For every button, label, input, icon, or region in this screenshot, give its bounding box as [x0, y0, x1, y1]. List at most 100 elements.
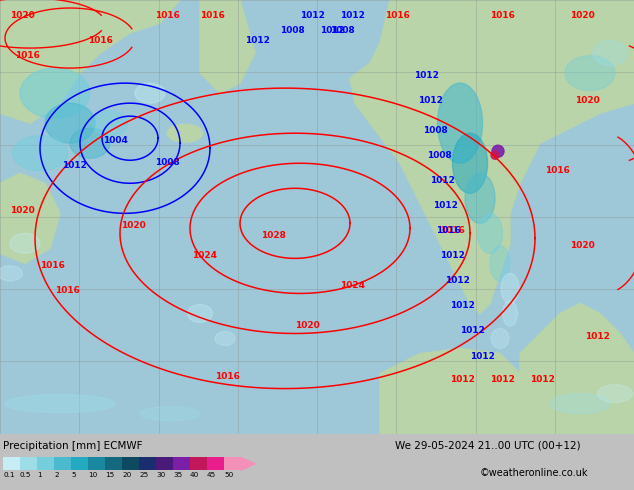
Text: 1024: 1024 — [192, 251, 217, 260]
Ellipse shape — [491, 328, 509, 348]
Text: 1: 1 — [37, 472, 42, 478]
Text: 1012: 1012 — [433, 201, 458, 210]
Text: 1020: 1020 — [121, 221, 146, 230]
Bar — [156, 457, 173, 470]
Ellipse shape — [13, 136, 67, 171]
Text: ©weatheronline.co.uk: ©weatheronline.co.uk — [480, 468, 588, 478]
Text: 1012: 1012 — [300, 11, 325, 20]
Text: 25: 25 — [139, 472, 148, 478]
Ellipse shape — [20, 68, 90, 118]
Ellipse shape — [10, 233, 40, 253]
Ellipse shape — [93, 111, 127, 136]
Text: 1012: 1012 — [414, 71, 439, 80]
Text: 1016: 1016 — [215, 371, 240, 381]
Polygon shape — [350, 0, 634, 314]
Bar — [139, 457, 156, 470]
Ellipse shape — [140, 407, 200, 420]
Text: 30: 30 — [156, 472, 165, 478]
Bar — [105, 457, 122, 470]
Text: 1016: 1016 — [545, 166, 570, 175]
Text: 1016: 1016 — [440, 226, 465, 235]
Text: 1008: 1008 — [330, 26, 355, 35]
Text: 1016: 1016 — [155, 11, 180, 20]
Text: 1008: 1008 — [155, 158, 180, 167]
Ellipse shape — [490, 246, 510, 281]
Ellipse shape — [503, 301, 517, 326]
Text: 1012: 1012 — [450, 374, 475, 384]
Ellipse shape — [167, 124, 202, 142]
Text: 1016: 1016 — [490, 11, 515, 20]
Text: 1012: 1012 — [62, 161, 87, 170]
Ellipse shape — [491, 151, 499, 159]
Text: 1012: 1012 — [470, 351, 495, 361]
Ellipse shape — [188, 304, 212, 322]
Bar — [20, 457, 37, 470]
Text: 45: 45 — [207, 472, 216, 478]
Text: 1012: 1012 — [245, 36, 270, 45]
Bar — [54, 457, 71, 470]
Text: Precipitation [mm] ECMWF: Precipitation [mm] ECMWF — [3, 441, 143, 451]
Text: 1020: 1020 — [570, 11, 595, 20]
Ellipse shape — [453, 133, 488, 193]
Polygon shape — [200, 0, 255, 93]
Text: 40: 40 — [190, 472, 199, 478]
Text: 50: 50 — [224, 472, 233, 478]
Text: 1016: 1016 — [385, 11, 410, 20]
Text: 1012: 1012 — [445, 276, 470, 285]
Text: 1020: 1020 — [10, 206, 35, 215]
Text: 1012: 1012 — [430, 176, 455, 185]
Text: 1016: 1016 — [40, 261, 65, 270]
Text: 0.1: 0.1 — [3, 472, 15, 478]
Text: 0.5: 0.5 — [20, 472, 32, 478]
Bar — [122, 457, 139, 470]
Bar — [207, 457, 224, 470]
Text: 5: 5 — [71, 472, 75, 478]
Ellipse shape — [45, 103, 95, 143]
Ellipse shape — [550, 393, 610, 414]
Ellipse shape — [70, 128, 110, 158]
Polygon shape — [380, 348, 520, 434]
Polygon shape — [390, 0, 634, 73]
Text: 1008: 1008 — [423, 126, 448, 135]
Text: 1028: 1028 — [261, 231, 286, 241]
Text: 1012: 1012 — [490, 374, 515, 384]
Text: 1012: 1012 — [450, 301, 475, 311]
Ellipse shape — [501, 273, 519, 303]
Polygon shape — [241, 457, 255, 470]
Text: 1008: 1008 — [280, 26, 305, 35]
Ellipse shape — [593, 41, 628, 66]
Text: 1008: 1008 — [427, 151, 452, 160]
Text: 1012: 1012 — [530, 374, 555, 384]
Text: 1012: 1012 — [440, 251, 465, 260]
Ellipse shape — [492, 145, 504, 157]
Ellipse shape — [5, 394, 115, 413]
Polygon shape — [0, 0, 180, 123]
Text: 1020: 1020 — [575, 96, 600, 105]
Bar — [3, 457, 20, 470]
Text: 1024: 1024 — [340, 281, 365, 291]
Text: 10: 10 — [88, 472, 97, 478]
Text: 1016: 1016 — [88, 36, 113, 45]
Text: 1012: 1012 — [320, 26, 345, 35]
Text: 1012: 1012 — [340, 11, 365, 20]
Bar — [224, 457, 241, 470]
Text: 1016: 1016 — [55, 287, 80, 295]
Ellipse shape — [424, 174, 436, 182]
Text: 20: 20 — [122, 472, 131, 478]
Bar — [37, 457, 54, 470]
Text: 1004: 1004 — [103, 136, 128, 145]
Ellipse shape — [0, 266, 22, 281]
Text: 1016: 1016 — [15, 51, 40, 60]
Text: 1012: 1012 — [460, 326, 485, 336]
Ellipse shape — [565, 55, 615, 91]
Bar — [190, 457, 207, 470]
Ellipse shape — [215, 332, 235, 345]
Text: 15: 15 — [105, 472, 114, 478]
Text: 2: 2 — [54, 472, 58, 478]
Bar — [173, 457, 190, 470]
Text: 1020: 1020 — [10, 11, 35, 20]
Text: 1012: 1012 — [585, 332, 610, 341]
Text: 1020: 1020 — [570, 242, 595, 250]
Ellipse shape — [441, 190, 449, 196]
Polygon shape — [520, 303, 634, 434]
